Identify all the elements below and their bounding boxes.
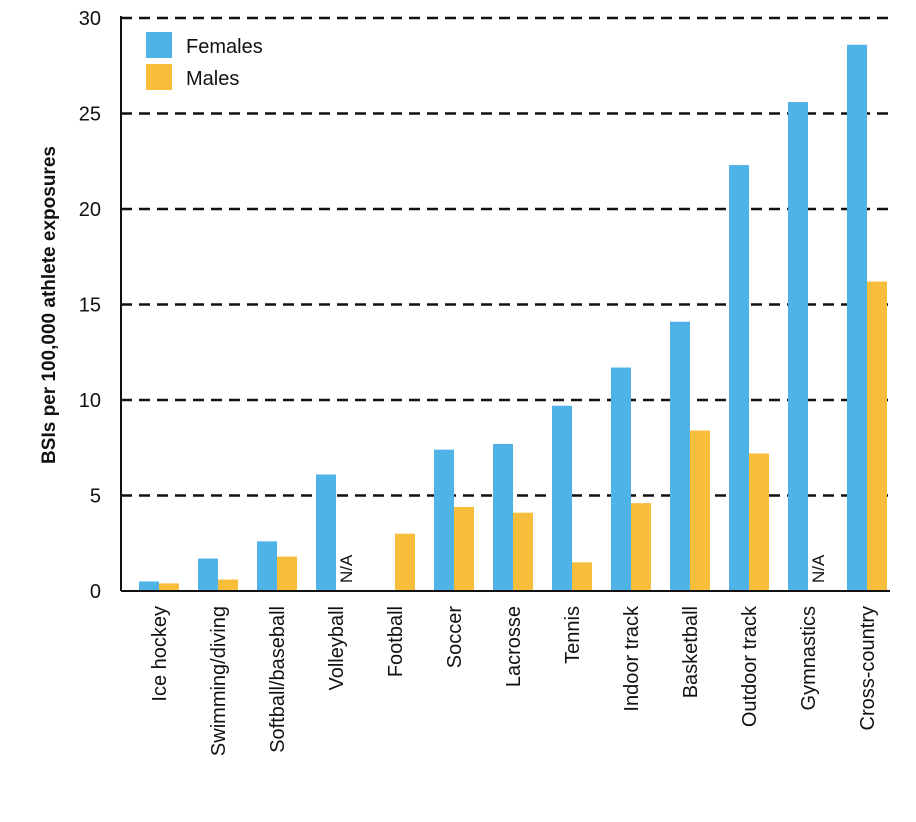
tick-labels: 0 5 10 15 20 25 30 Ice hockey Swimming/diving Sof… <box>79 8 879 756</box>
x-tick-label: Gymnastics <box>798 606 820 710</box>
na-label: N/A <box>809 554 828 583</box>
bar-females <box>198 558 218 591</box>
x-tick-label: Basketball <box>680 606 702 698</box>
axes <box>120 16 890 592</box>
x-tick-label: Indoor track <box>621 605 643 712</box>
bar-females <box>729 165 749 591</box>
bar-females <box>434 449 454 591</box>
bar-females <box>670 321 690 591</box>
bar-males <box>513 512 533 591</box>
x-tick-label: Lacrosse <box>503 606 525 687</box>
y-tick-label: 20 <box>79 199 101 221</box>
bar-males <box>749 453 769 591</box>
bar-females <box>847 44 867 592</box>
bar-males <box>159 583 179 591</box>
y-tick-label: 10 <box>79 390 101 412</box>
bar-females <box>139 581 159 591</box>
x-tick-label: Tennis <box>562 606 584 664</box>
bar-females <box>316 474 336 591</box>
y-tick-label: 25 <box>79 104 101 126</box>
x-tick-label: Outdoor track <box>739 605 761 727</box>
bar-males <box>631 503 651 591</box>
bar-males <box>395 533 415 591</box>
bar-males <box>867 281 887 591</box>
legend-label-females: Females <box>186 36 263 58</box>
x-tick-label: Football <box>385 606 407 677</box>
bar-males <box>218 579 238 591</box>
bar-females <box>552 405 572 591</box>
bar-males <box>690 430 710 591</box>
x-tick-label: Soccer <box>444 606 466 669</box>
legend-swatch-females <box>146 32 172 58</box>
na-label: N/A <box>337 554 356 583</box>
x-tick-label: Swimming/diving <box>208 606 230 756</box>
y-axis-title: BSIs per 100,000 athlete exposures <box>39 146 60 464</box>
x-tick-label: Cross-country <box>857 606 879 730</box>
y-tick-label: 0 <box>90 581 101 603</box>
bar-females <box>788 102 808 591</box>
legend-label-males: Males <box>186 68 239 90</box>
x-tick-label: Ice hockey <box>149 606 171 702</box>
legend: Females Males <box>146 32 263 90</box>
x-tick-label: Softball/baseball <box>267 606 289 753</box>
bar-males <box>454 506 474 591</box>
x-tick-label: Volleyball <box>326 606 348 691</box>
y-tick-label: 5 <box>90 486 101 508</box>
bar-females <box>493 443 513 591</box>
y-tick-label: 30 <box>79 8 101 30</box>
bar-females <box>257 541 277 591</box>
y-tick-label: 15 <box>79 295 101 317</box>
legend-swatch-males <box>146 64 172 90</box>
bar-males <box>572 562 592 591</box>
bars: N/A N/A <box>139 44 887 592</box>
bar-females <box>611 367 631 591</box>
bar-males <box>277 556 297 591</box>
